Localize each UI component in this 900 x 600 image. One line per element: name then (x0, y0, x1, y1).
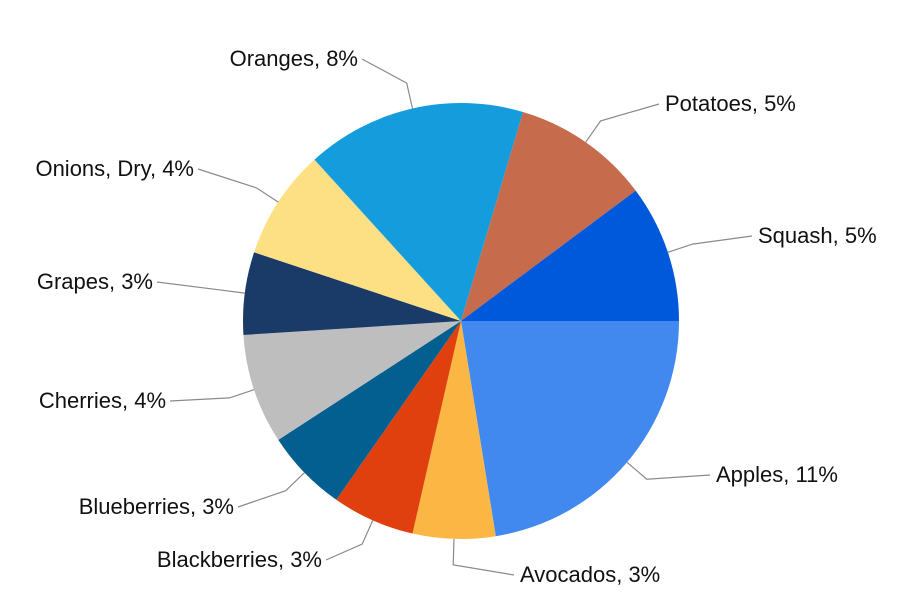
slice-label-avocados: Avocados, 3% (520, 562, 660, 587)
slice-label-onions: Onions, Dry, 4% (35, 156, 194, 181)
leader-line-oranges (361, 58, 414, 109)
slice-label-potatoes: Potatoes, 5% (665, 91, 796, 116)
leader-line-squash (667, 235, 753, 253)
leader-line-onions (197, 168, 279, 203)
pie-slice-blackberries (336, 321, 461, 534)
slice-label-blueberries: Blueberries, 3% (79, 494, 234, 519)
leader-lines (156, 58, 753, 576)
pie-slice-onions (254, 159, 461, 321)
pie-slice-avocados (412, 321, 496, 540)
slice-label-oranges: Oranges, 8% (230, 46, 358, 71)
pie-slice-grapes (243, 252, 461, 335)
pie-slice-blueberries (278, 321, 461, 500)
pie-slices (243, 102, 679, 540)
pie-slice-squash (461, 190, 679, 321)
slice-label-blackberries: Blackberries, 3% (157, 547, 322, 572)
leader-line-apples (626, 461, 711, 480)
leader-line-blueberries (237, 472, 305, 508)
leader-line-potatoes (585, 103, 660, 143)
slice-label-squash: Squash, 5% (758, 223, 877, 248)
leader-line-avocados (452, 538, 515, 576)
slice-label-grapes: Grapes, 3% (37, 269, 153, 294)
pie-slice-potatoes (461, 112, 636, 321)
leader-line-blackberries (325, 520, 374, 561)
pie-slice-oranges (314, 102, 524, 321)
pie-slice-apples (461, 321, 679, 537)
slice-label-apples: Apples, 11% (716, 462, 838, 487)
slice-labels: Apples, 11% Avocados, 3% Blackberries, 3% B… (35, 46, 876, 587)
leader-line-cherries (169, 389, 255, 402)
slice-label-cherries: Cherries, 4% (39, 388, 166, 413)
leader-line-grapes (156, 281, 245, 294)
pie-slice-cherries (243, 321, 461, 440)
